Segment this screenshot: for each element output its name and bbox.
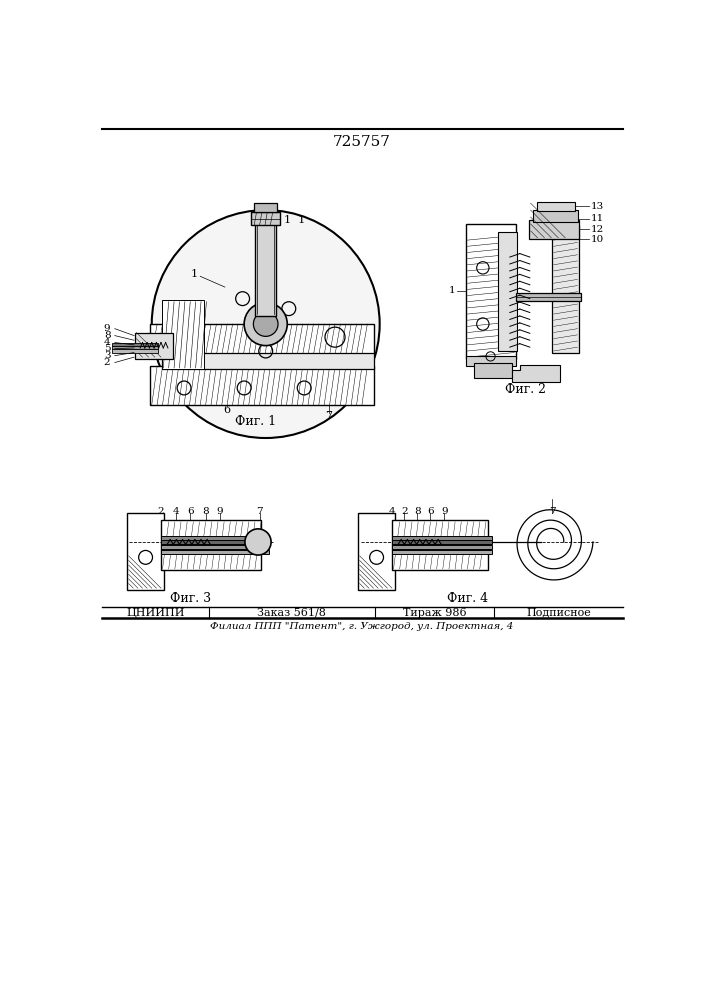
Circle shape — [253, 312, 278, 336]
Bar — [161, 545, 269, 549]
Bar — [392, 536, 492, 540]
Text: 9: 9 — [216, 507, 223, 516]
Text: 6: 6 — [187, 507, 194, 516]
Text: 1: 1 — [190, 269, 198, 279]
Bar — [161, 540, 269, 544]
Text: 3: 3 — [104, 351, 110, 360]
Bar — [466, 356, 516, 366]
Bar — [150, 324, 373, 355]
Text: 7: 7 — [325, 411, 332, 421]
Text: 8: 8 — [104, 331, 110, 340]
Bar — [112, 349, 158, 353]
Text: Подписное: Подписное — [526, 608, 590, 618]
Text: 2: 2 — [401, 507, 408, 516]
Text: Заказ 561/8: Заказ 561/8 — [257, 608, 327, 618]
Bar — [161, 520, 261, 570]
Text: 7: 7 — [256, 507, 263, 516]
Bar — [529, 220, 579, 239]
Bar — [516, 293, 581, 301]
Text: ЦНИИПИ: ЦНИИПИ — [127, 608, 185, 618]
Bar — [162, 353, 373, 369]
Bar — [474, 363, 512, 378]
Text: Филиал ППП "Патент", г. Ужгород, ул. Проектная, 4: Филиал ППП "Патент", г. Ужгород, ул. Про… — [210, 622, 514, 631]
Polygon shape — [512, 365, 560, 382]
Text: 6: 6 — [427, 507, 434, 516]
Text: 2: 2 — [104, 358, 110, 367]
Text: 1: 1 — [449, 286, 456, 295]
Bar — [161, 550, 269, 554]
Text: 2: 2 — [158, 507, 164, 516]
Bar — [255, 220, 276, 316]
Circle shape — [245, 529, 271, 555]
Bar — [254, 203, 277, 212]
Bar — [162, 300, 204, 369]
Text: 9: 9 — [441, 507, 448, 516]
Text: 8: 8 — [414, 507, 421, 516]
Text: 13: 13 — [590, 202, 604, 211]
Bar — [161, 536, 269, 540]
Text: 5: 5 — [104, 344, 110, 353]
Bar — [498, 232, 518, 351]
Bar — [358, 513, 395, 590]
Bar — [251, 212, 281, 225]
Text: 9: 9 — [104, 324, 110, 333]
Bar — [392, 540, 492, 544]
Bar — [150, 366, 373, 405]
Text: 4: 4 — [389, 507, 395, 516]
Text: 6: 6 — [223, 405, 230, 415]
Bar — [466, 224, 516, 359]
Bar — [112, 343, 158, 346]
Text: Фиг. 4: Фиг. 4 — [447, 592, 488, 605]
Bar — [552, 225, 579, 353]
Text: Фиг. 2: Фиг. 2 — [505, 383, 546, 396]
Bar — [392, 545, 492, 549]
Bar — [533, 210, 578, 222]
Bar — [392, 550, 492, 554]
Bar — [537, 202, 575, 211]
Text: 725757: 725757 — [333, 135, 391, 149]
Text: 8: 8 — [202, 507, 209, 516]
Text: Фиг. 3: Фиг. 3 — [170, 592, 211, 605]
Text: 11: 11 — [590, 214, 604, 223]
Bar — [135, 333, 173, 359]
Text: 12: 12 — [590, 225, 604, 234]
Text: 1  1: 1 1 — [284, 215, 305, 225]
Text: Фиг. 1: Фиг. 1 — [235, 415, 276, 428]
Circle shape — [244, 302, 287, 346]
Bar — [112, 346, 158, 349]
Bar — [127, 513, 164, 590]
Text: Тираж 986: Тираж 986 — [402, 608, 466, 618]
Text: 7: 7 — [549, 507, 556, 516]
Circle shape — [152, 210, 380, 438]
Bar — [392, 520, 489, 570]
Text: 10: 10 — [590, 235, 604, 244]
Text: 4: 4 — [173, 507, 180, 516]
Text: 4: 4 — [104, 338, 110, 347]
